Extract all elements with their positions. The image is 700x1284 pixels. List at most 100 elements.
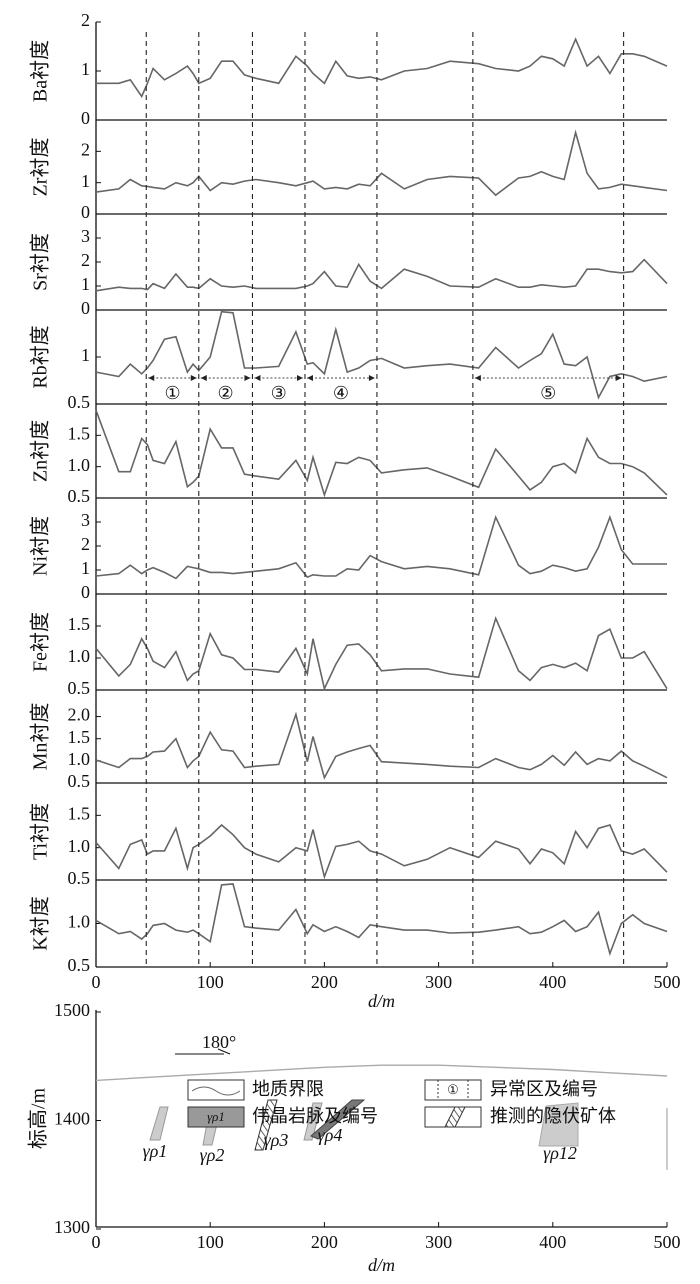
vein (149, 1106, 169, 1141)
zone-label: ② (218, 383, 234, 403)
data-line (95, 310, 668, 400)
y-tick-label: 0.5 (68, 955, 91, 975)
y-tick-label: 0 (81, 108, 90, 128)
y-axis-label: 标高/m (27, 1088, 50, 1150)
y-axis-label: Fe衬度 (29, 612, 52, 672)
ground-profile (95, 1064, 668, 1082)
y-tick-label: 1.5 (68, 803, 91, 823)
y-tick-label: 3 (81, 510, 90, 530)
y-tick-label: 1.0 (68, 749, 91, 769)
x-axis-label: d/m (368, 991, 395, 1011)
y-tick-label: 0.5 (68, 868, 91, 888)
x-tick-label: 400 (539, 972, 566, 992)
vein-label: γρ1 (143, 1141, 168, 1161)
y-tick-label: 1300 (54, 1217, 90, 1237)
legend-label: 地质界限 (252, 1079, 324, 1099)
zone-label: ③ (271, 383, 287, 403)
y-tick-label: 1.5 (68, 727, 91, 747)
y-tick-label: 1.5 (68, 423, 91, 443)
data-line (95, 711, 668, 780)
vein-label: γρ12 (543, 1143, 577, 1163)
data-line (95, 258, 668, 292)
vein-label: γρ2 (200, 1145, 225, 1165)
y-axis-label: Rb衬度 (29, 325, 52, 388)
x-tick-label: 300 (425, 1232, 452, 1252)
vein (538, 1102, 579, 1147)
y-tick-label: 1.0 (68, 912, 91, 932)
legend-box (187, 1106, 245, 1128)
y-axis-label: Ba衬度 (29, 40, 52, 102)
vein-label: γρ4 (318, 1125, 343, 1145)
y-tick-label: 1 (81, 345, 90, 365)
x-tick-label: 500 (654, 1232, 681, 1252)
legend-symbol-label: γρ1 (207, 1109, 225, 1124)
data-line (95, 410, 668, 498)
y-axis-label: Ti衬度 (29, 803, 52, 860)
legend-symbol (444, 1106, 466, 1128)
x-tick-label: 500 (654, 972, 681, 992)
zone-arrow (200, 375, 251, 381)
y-tick-label: 0.5 (68, 678, 91, 698)
y-tick-label: 1 (81, 59, 90, 79)
zone-label: ① (164, 383, 180, 403)
legend-label: 推测的隐伏矿体 (490, 1106, 616, 1126)
vein (310, 1099, 366, 1140)
y-tick-label: 0.5 (68, 486, 91, 506)
y-tick-label: 1500 (54, 1000, 90, 1020)
legend-label: 伟晶岩脉及编号 (252, 1106, 378, 1126)
y-axis-label: K衬度 (29, 896, 52, 950)
x-tick-label: 200 (311, 972, 338, 992)
y-tick-label: 0 (81, 202, 90, 222)
legend-box (424, 1079, 482, 1101)
data-line (96, 37, 668, 99)
y-tick-label: 0 (81, 298, 90, 318)
x-tick-label: 100 (197, 972, 224, 992)
vein-label: γρ3 (264, 1130, 289, 1150)
x-tick-label: 200 (311, 1232, 338, 1252)
y-tick-label: 1400 (54, 1109, 90, 1129)
y-tick-label: 2.0 (68, 705, 91, 725)
y-tick-label: 3 (81, 226, 90, 246)
y-tick-label: 1.5 (68, 614, 91, 634)
vein (303, 1102, 323, 1141)
y-axis-label: Zr衬度 (29, 138, 52, 197)
strike-arrow (217, 1048, 231, 1055)
y-tick-label: 0 (81, 582, 90, 602)
x-tick-label: 100 (197, 1232, 224, 1252)
y-tick-label: 2 (81, 10, 90, 30)
x-tick-label: 0 (92, 972, 101, 992)
legend-symbol-label: ① (447, 1082, 459, 1097)
data-line (95, 823, 668, 880)
y-axis-label: Sr衬度 (29, 233, 52, 291)
x-tick-label: 400 (539, 1232, 566, 1252)
x-tick-label: 0 (92, 1232, 101, 1252)
section-drawing: 180° γρ1 γρ2 γρ3 γρ4 γρ12 γρ1 ① 地质界限 异常区… (143, 1032, 668, 1170)
y-axis-label: Zn衬度 (29, 420, 52, 482)
y-axis-label: Ni衬度 (29, 516, 52, 576)
y-tick-label: 1.0 (68, 836, 91, 856)
legend-box (187, 1079, 245, 1101)
hidden-ore (254, 1099, 278, 1151)
x-axis-label: d/m (368, 1255, 395, 1275)
y-tick-label: 1 (81, 558, 90, 578)
data-line (95, 129, 668, 197)
x-tick-label: 300 (425, 972, 452, 992)
y-tick-label: 0.5 (68, 392, 91, 412)
legend-label: 异常区及编号 (490, 1079, 598, 1099)
data-line (95, 514, 667, 580)
zone-label: ④ (333, 383, 349, 403)
y-tick-label: 1.0 (68, 455, 91, 475)
y-tick-label: 2 (81, 534, 90, 554)
y-tick-label: 2 (81, 139, 90, 159)
y-axis-label: Mn衬度 (29, 703, 52, 771)
y-tick-label: 1.0 (68, 646, 91, 666)
data-line (95, 615, 668, 692)
zone-label: ⑤ (540, 383, 556, 403)
data-line (95, 883, 668, 957)
y-tick-label: 2 (81, 250, 90, 270)
strike-label: 180° (202, 1032, 236, 1052)
legend-symbol (191, 1086, 241, 1096)
y-tick-label: 1 (81, 171, 90, 191)
y-tick-label: 0.5 (68, 771, 91, 791)
